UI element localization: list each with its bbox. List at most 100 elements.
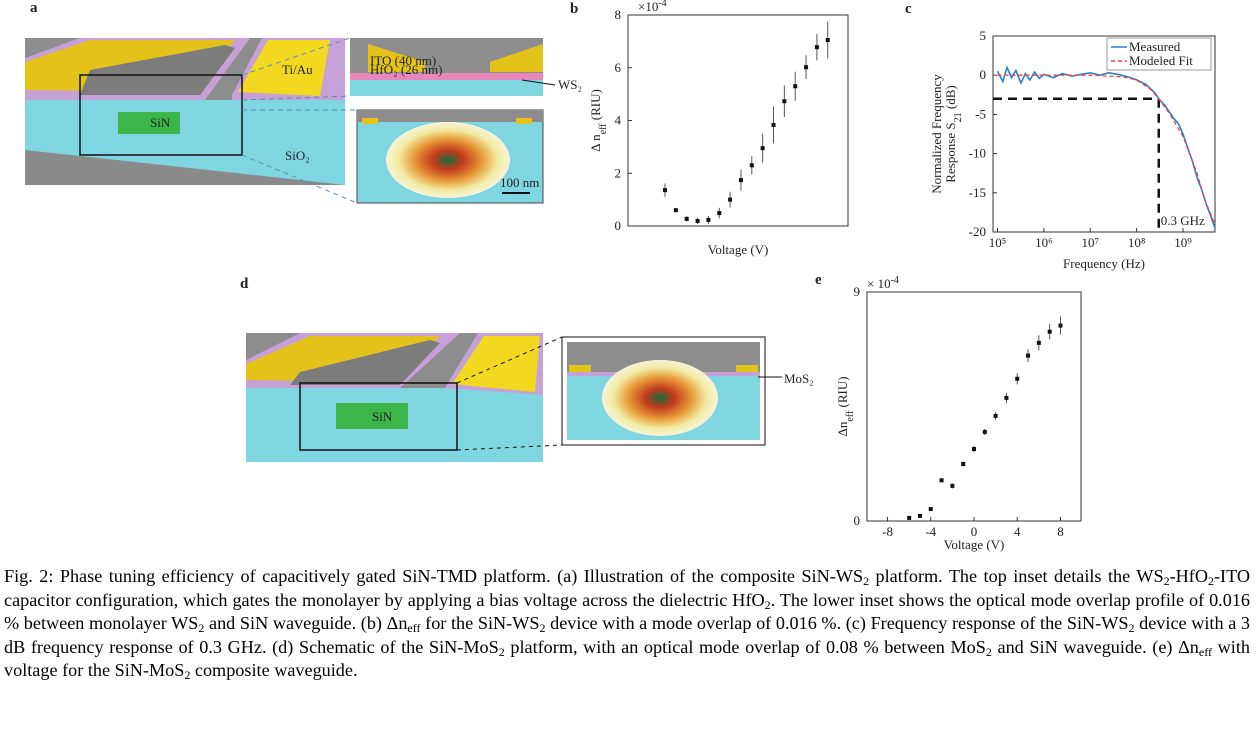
- point: [928, 507, 933, 512]
- caption-run: composite waveguide.: [190, 660, 358, 680]
- x-axis-label: Frequency (Hz): [1063, 256, 1145, 271]
- y-axis-label-part: 21: [953, 112, 964, 122]
- diagram-label: SiN: [372, 409, 393, 424]
- y-tick-label: 9: [854, 284, 861, 299]
- panel-label: b: [570, 1, 578, 17]
- caption-run: -ITO capacitor configuration, which gate…: [4, 566, 1251, 610]
- y-axis-label: Normalized Frequency: [929, 74, 944, 194]
- y-tick-label: 0: [615, 218, 622, 233]
- diagram-label: HfO₂ (26 nm): [370, 62, 442, 77]
- point: [695, 218, 700, 223]
- x-tick-label: 4: [1014, 524, 1021, 539]
- x-tick-label: -8: [882, 524, 893, 539]
- point: [782, 99, 787, 104]
- legend-label: Modeled Fit: [1129, 53, 1193, 68]
- x-tick-label: 10⁶: [1035, 235, 1053, 250]
- y-axis-label-part: (RIU): [835, 376, 850, 410]
- diagram-a: [25, 37, 556, 204]
- y-axis-label-part: (RIU): [588, 89, 603, 123]
- caption-run: 2: [764, 597, 771, 612]
- multiplier-part: -4: [658, 0, 666, 9]
- y-axis-label: Response S21 (dB): [943, 85, 964, 182]
- plot-frame: [992, 35, 1216, 233]
- diagram-label: WS₂: [558, 77, 582, 92]
- point: [1058, 323, 1063, 328]
- point: [673, 208, 678, 213]
- series-line: [996, 65, 1216, 229]
- panel-label: e: [815, 272, 822, 288]
- diagram-label: Ti/Au: [282, 62, 313, 77]
- y-tick-label: 8: [615, 7, 622, 22]
- caption-run: -HfO: [1169, 566, 1208, 586]
- y-tick-label: 5: [980, 28, 987, 43]
- y-axis-label-part: Normalized Frequency: [929, 74, 944, 194]
- point: [1047, 329, 1052, 334]
- diagram-d: [246, 333, 782, 462]
- caption-run: 2: [1163, 574, 1170, 588]
- x-tick-label: 10⁹: [1174, 235, 1192, 250]
- y-tick-label: -20: [969, 224, 986, 239]
- y-axis-label: Δneff (RIU): [835, 376, 856, 436]
- point: [771, 122, 776, 127]
- panel-label: a: [30, 0, 38, 16]
- y-tick-label: 4: [615, 113, 622, 128]
- caption-run: 2: [863, 574, 870, 588]
- series-line: [997, 74, 1216, 225]
- multiplier: × 10-4: [867, 275, 899, 292]
- point: [825, 38, 830, 43]
- y-axis-label-part: eff: [845, 410, 856, 422]
- y-axis-label: Δ neff (RIU): [588, 89, 609, 152]
- multiplier-part: ×10: [638, 0, 658, 14]
- x-axis-label: Voltage (V): [944, 537, 1005, 552]
- panel-label: c: [905, 1, 912, 17]
- caption-run: device with a mode overlap of 0.016 %. (…: [545, 613, 1129, 633]
- point: [950, 483, 955, 488]
- caption-run: 2: [498, 644, 505, 659]
- caption-run: . The lower inset shows the optical mode…: [4, 589, 1251, 634]
- point: [993, 413, 998, 418]
- point: [1015, 376, 1020, 381]
- point: [961, 462, 966, 467]
- diagram-label: 100 nm: [500, 175, 539, 190]
- y-tick-label: -5: [975, 106, 986, 121]
- point: [1004, 395, 1009, 400]
- annotation: 0.3 GHz: [1161, 213, 1205, 228]
- caption-run: and SiN waveguide. (e) Δn: [991, 636, 1199, 657]
- x-tick-label: -4: [925, 524, 936, 539]
- diagram-label: MoS₂: [784, 371, 814, 386]
- point: [1026, 353, 1031, 358]
- y-tick-label: -10: [969, 146, 986, 161]
- plot-frame: [866, 291, 1082, 522]
- x-tick-label: 0: [971, 524, 978, 539]
- x-axis-label: Voltage (V): [708, 242, 769, 257]
- diagram-label: ITO (40 nm): [370, 53, 436, 68]
- caption-run: 2: [539, 621, 546, 635]
- figure: a b c d e Ti/Au ITO (40 nm)HfO₂ (26 nm) WS₂ SiN S…: [25, 0, 1216, 552]
- caption-run: 2: [198, 621, 205, 635]
- point: [760, 146, 765, 151]
- point: [749, 163, 754, 168]
- multiplier: ×10-4: [638, 0, 667, 14]
- y-tick-label: 2: [615, 165, 622, 180]
- x-tick-label: 8: [1057, 524, 1064, 539]
- y-axis-label-part: (dB): [943, 85, 958, 112]
- x-tick-label: 10⁷: [1081, 235, 1099, 250]
- caption-run: 2: [184, 668, 191, 682]
- point: [917, 513, 922, 518]
- caption-run: 2: [1207, 574, 1214, 588]
- caption-run: device with a 3 dB frequency response of…: [4, 613, 1250, 657]
- multiplier-part: × 10: [867, 276, 891, 291]
- point: [972, 446, 976, 451]
- point: [684, 216, 689, 221]
- y-axis-label-part: eff: [598, 123, 609, 135]
- caption-run: platform. The top inset details the WS: [869, 566, 1164, 586]
- point: [1036, 340, 1041, 345]
- panel-label: d: [240, 276, 249, 292]
- point: [663, 188, 667, 193]
- point: [804, 65, 809, 70]
- diagram-label: SiN: [150, 115, 171, 130]
- caption-run: platform, with an optical mode overlap o…: [504, 636, 986, 657]
- point: [717, 211, 722, 216]
- caption: Fig. 2: Phase tuning efficiency of capac…: [4, 565, 1250, 683]
